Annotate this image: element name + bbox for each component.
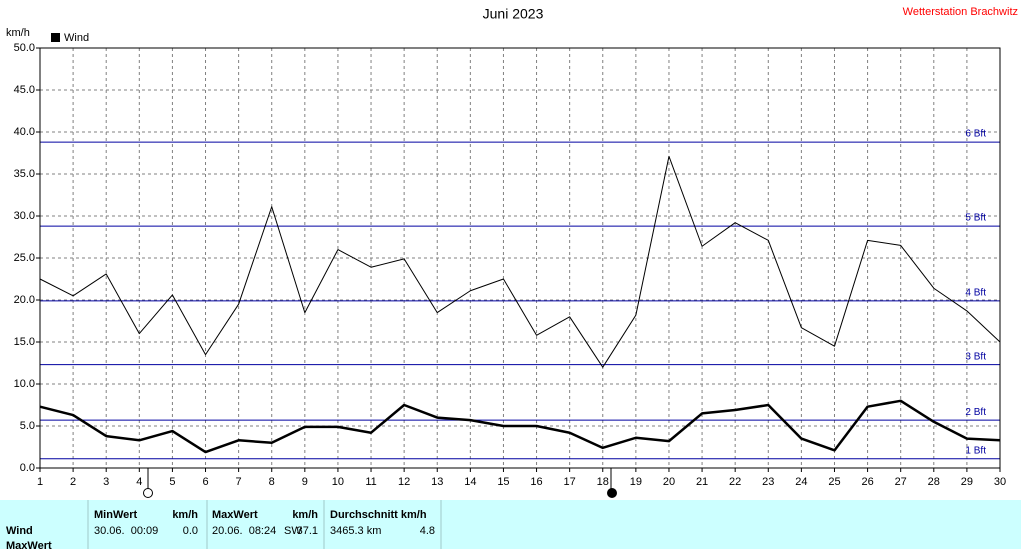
y-tick-label: 40.0 [14, 126, 35, 138]
x-tick-label: 30 [994, 476, 1006, 488]
x-tick-label: 22 [729, 476, 741, 488]
table-cell: 30.06. 00:09 [94, 525, 158, 537]
y-tick-label: 35.0 [14, 168, 35, 180]
table-header: MinWert [94, 509, 138, 521]
x-tick-label: 25 [828, 476, 840, 488]
y-tick-label: 20.0 [14, 294, 35, 306]
table-row-label: Wind [6, 525, 33, 537]
full-moon [143, 488, 153, 498]
y-tick-label: 0.0 [20, 462, 35, 474]
y-tick-label: 5.0 [20, 420, 35, 432]
x-tick-label: 20 [663, 476, 675, 488]
beaufort-label: 3 Bft [965, 351, 986, 362]
stats-table [0, 500, 1021, 549]
series-line [39, 155, 1001, 368]
x-tick-label: 21 [696, 476, 708, 488]
table-cell: 37.1 [297, 525, 318, 537]
x-tick-label: 16 [530, 476, 542, 488]
y-tick-label: 25.0 [14, 252, 35, 264]
y-tick-label: 30.0 [14, 210, 35, 222]
x-tick-label: 2 [70, 476, 76, 488]
x-tick-label: 15 [497, 476, 509, 488]
y-tick-label: 50.0 [14, 42, 35, 54]
table-header: km/h [292, 509, 318, 521]
y-unit: km/h [6, 27, 30, 39]
x-tick-label: 24 [795, 476, 807, 488]
x-tick-label: 14 [464, 476, 476, 488]
new-moon [607, 488, 617, 498]
series-line [39, 399, 1001, 454]
table-cell: 20.06. 08:24 [212, 525, 276, 537]
x-tick-label: 5 [169, 476, 175, 488]
x-tick-label: 1 [37, 476, 43, 488]
x-tick-label: 27 [895, 476, 907, 488]
table-cell: 4.8 [420, 525, 435, 537]
x-tick-label: 17 [564, 476, 576, 488]
beaufort-label: 6 Bft [965, 129, 986, 140]
x-tick-label: 18 [597, 476, 609, 488]
table-header: MaxWert [212, 509, 258, 521]
x-tick-label: 12 [398, 476, 410, 488]
y-tick-label: 45.0 [14, 84, 35, 96]
beaufort-label: 5 Bft [965, 213, 986, 224]
table-header: km/h [172, 509, 198, 521]
x-tick-label: 9 [302, 476, 308, 488]
x-tick-label: 10 [332, 476, 344, 488]
x-tick-label: 11 [365, 476, 376, 488]
x-tick-label: 8 [269, 476, 275, 488]
x-tick-label: 26 [861, 476, 873, 488]
y-tick-label: 15.0 [14, 336, 35, 348]
beaufort-label: 4 Bft [965, 287, 986, 298]
table-header: Durchschnitt km/h [330, 509, 427, 521]
table-row-label: MaxWert [6, 540, 52, 549]
x-tick-label: 7 [236, 476, 242, 488]
y-tick-label: 10.0 [14, 378, 35, 390]
table-cell: 0.0 [183, 525, 198, 537]
legend-label: Wind [64, 32, 89, 44]
x-tick-label: 13 [431, 476, 443, 488]
x-tick-label: 19 [630, 476, 642, 488]
table-cell: 3465.3 km [330, 525, 381, 537]
chart-title: Juni 2023 [483, 6, 544, 22]
x-tick-label: 28 [928, 476, 940, 488]
x-tick-label: 3 [103, 476, 109, 488]
legend-swatch [51, 33, 60, 42]
beaufort-label: 2 Bft [965, 407, 986, 418]
x-tick-label: 6 [202, 476, 208, 488]
station-name: Wetterstation Brachwitz [903, 6, 1018, 18]
table-cell: SW [284, 525, 302, 537]
x-tick-label: 23 [762, 476, 774, 488]
table-dividers [87, 500, 442, 549]
x-tick-label: 29 [961, 476, 973, 488]
beaufort-label: 1 Bft [965, 445, 986, 456]
x-tick-label: 4 [136, 476, 142, 488]
